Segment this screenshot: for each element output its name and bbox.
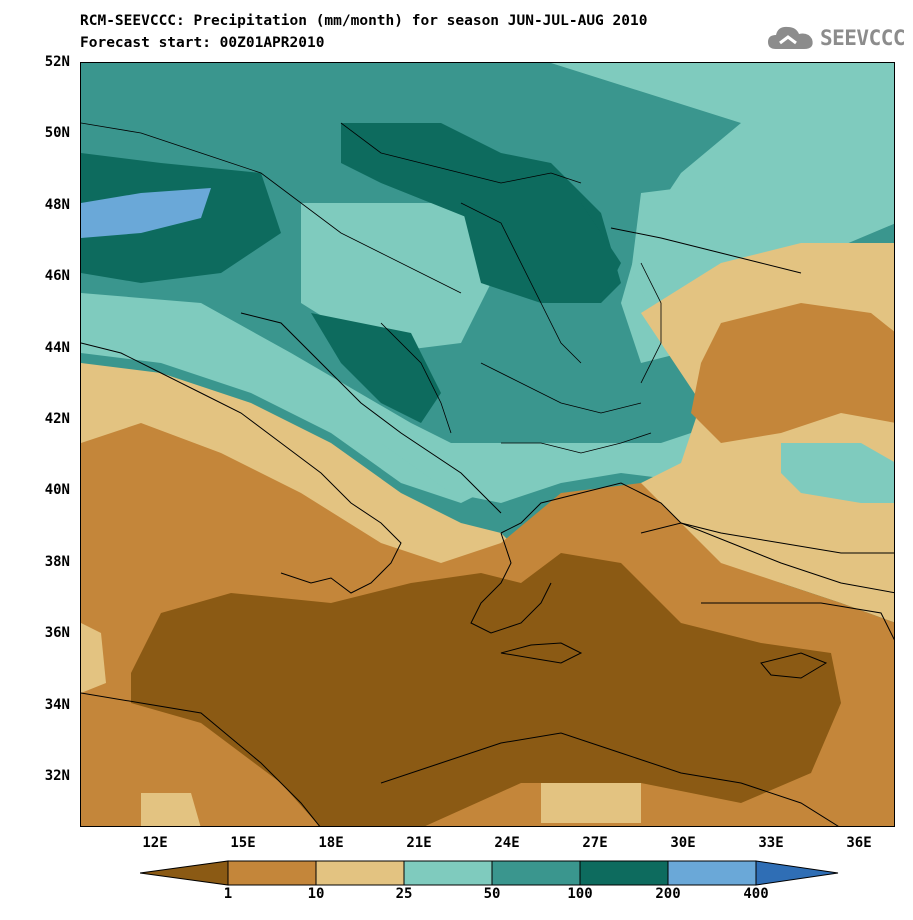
region-brown-black-sea xyxy=(691,303,894,443)
logo-text: SEEVCCC xyxy=(820,26,906,50)
map-canvas xyxy=(81,63,894,826)
region-tan-egypt xyxy=(541,783,641,823)
region-dark-teal-hungary xyxy=(461,203,621,303)
cloud-icon xyxy=(768,26,813,49)
colorbar-segment-4 xyxy=(403,860,493,886)
lat-label-40n: 40N xyxy=(44,482,70,498)
colorbar xyxy=(140,860,839,886)
region-light-cyan-central xyxy=(301,203,501,353)
lon-label-21e: 21E xyxy=(406,835,432,851)
region-tan-libya xyxy=(141,793,201,826)
region-dark-teal-balkans xyxy=(311,313,441,423)
region-light-cyan-anatolia-south xyxy=(781,443,894,503)
colorbar-label-200: 200 xyxy=(655,886,681,902)
region-blue-alps xyxy=(81,188,211,238)
colorbar-segment-5 xyxy=(491,860,581,886)
colorbar-label-100: 100 xyxy=(567,886,593,902)
lon-label-33e: 33E xyxy=(758,835,784,851)
region-tan-italy xyxy=(81,363,521,573)
colorbar-segment-8 xyxy=(755,860,839,886)
lat-label-50n: 50N xyxy=(44,125,70,141)
lon-label-15e: 15E xyxy=(230,835,256,851)
forecast-start-label: Forecast start: 00Z01APR2010 xyxy=(80,35,325,51)
colorbar-segment-3 xyxy=(315,860,405,886)
lon-label-27e: 27E xyxy=(582,835,608,851)
lat-label-32n: 32N xyxy=(44,768,70,784)
lat-label-48n: 48N xyxy=(44,197,70,213)
lon-label-12e: 12E xyxy=(142,835,168,851)
colorbar-label-25: 25 xyxy=(395,886,413,902)
lat-label-46n: 46N xyxy=(44,268,70,284)
colorbar-segment-2 xyxy=(227,860,317,886)
lat-label-42n: 42N xyxy=(44,411,70,427)
region-light-cyan-east xyxy=(631,183,761,323)
map-title: RCM-SEEVCCC: Precipitation (mm/month) fo… xyxy=(80,13,648,29)
country-borders xyxy=(81,122,662,454)
colorbar-segment-1 xyxy=(140,860,229,886)
lat-label-52n: 52N xyxy=(44,54,70,70)
colorbar-label-400: 400 xyxy=(743,886,769,902)
seevccc-logo: SEEVCCC xyxy=(766,20,906,56)
lat-label-36n: 36N xyxy=(44,625,70,641)
coastlines xyxy=(81,227,894,826)
lon-label-18e: 18E xyxy=(318,835,344,851)
precipitation-map xyxy=(80,62,895,827)
lat-label-34n: 34N xyxy=(44,697,70,713)
colorbar-segment-6 xyxy=(579,860,669,886)
region-dark-brown-central-med xyxy=(131,553,841,826)
lon-label-30e: 30E xyxy=(670,835,696,851)
lon-label-36e: 36E xyxy=(846,835,872,851)
lat-label-38n: 38N xyxy=(44,554,70,570)
colorbar-label-1: 1 xyxy=(223,886,233,902)
colorbar-segment-7 xyxy=(667,860,757,886)
lon-label-24e: 24E xyxy=(494,835,520,851)
colorbar-label-10: 10 xyxy=(307,886,325,902)
lat-label-44n: 44N xyxy=(44,340,70,356)
colorbar-label-50: 50 xyxy=(483,886,501,902)
region-tan-west xyxy=(81,623,106,693)
